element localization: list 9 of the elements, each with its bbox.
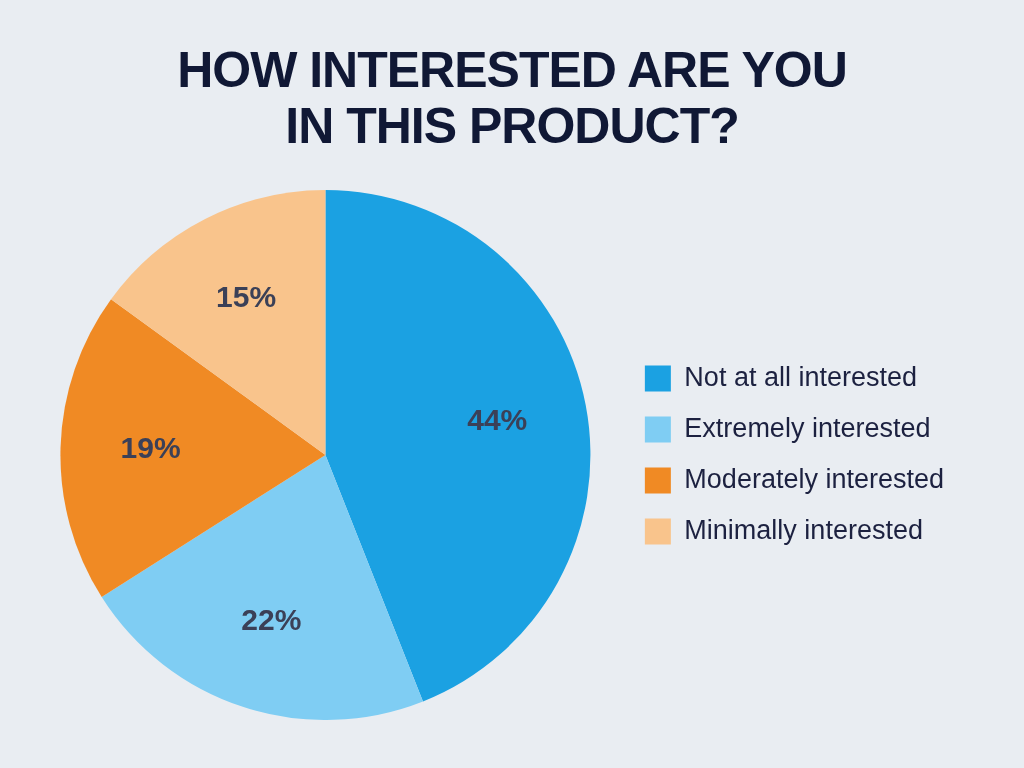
legend-label: Moderately interested: [684, 463, 944, 494]
chart-title: HOW INTERESTED ARE YOU IN THIS PRODUCT?: [176, 41, 848, 154]
data-label: 19%: [120, 430, 181, 464]
legend-label: Not at all interested: [684, 361, 917, 392]
legend-label: Extremely interested: [684, 412, 931, 443]
legend-label: Minimally interested: [684, 514, 923, 545]
data-label: 22%: [241, 602, 302, 636]
data-label: 44%: [467, 403, 528, 437]
data-label: 15%: [216, 280, 277, 314]
